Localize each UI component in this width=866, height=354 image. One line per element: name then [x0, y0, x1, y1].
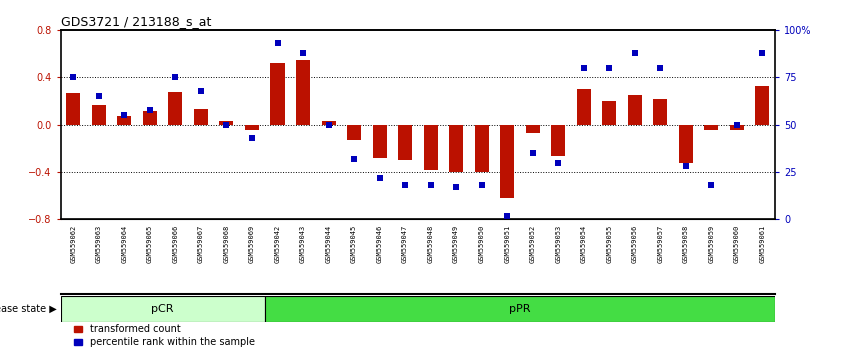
Text: GSM559044: GSM559044: [326, 225, 332, 263]
Bar: [755, 86, 769, 125]
Text: GSM559043: GSM559043: [300, 225, 306, 263]
Text: GSM559069: GSM559069: [249, 225, 255, 263]
Bar: [219, 121, 234, 125]
Text: GSM559056: GSM559056: [631, 225, 637, 263]
Text: GSM559046: GSM559046: [377, 225, 383, 263]
Text: GSM559059: GSM559059: [708, 225, 714, 263]
Text: GSM559051: GSM559051: [504, 225, 510, 263]
Text: GSM559048: GSM559048: [428, 225, 434, 263]
Text: GSM559054: GSM559054: [581, 225, 586, 263]
Bar: [321, 121, 335, 125]
Text: GSM559049: GSM559049: [453, 225, 459, 263]
Bar: [347, 125, 361, 140]
Text: GDS3721 / 213188_s_at: GDS3721 / 213188_s_at: [61, 15, 211, 28]
Bar: [475, 125, 488, 172]
Text: GSM559057: GSM559057: [657, 225, 663, 263]
Text: GSM559062: GSM559062: [70, 225, 76, 263]
Bar: [398, 125, 412, 160]
Bar: [501, 125, 514, 198]
Text: GSM559052: GSM559052: [530, 225, 536, 263]
Text: disease state ▶: disease state ▶: [0, 304, 56, 314]
Text: pPR: pPR: [509, 304, 531, 314]
Bar: [628, 95, 642, 125]
Text: GSM559058: GSM559058: [682, 225, 688, 263]
Bar: [602, 101, 617, 125]
Text: GSM559047: GSM559047: [402, 225, 408, 263]
Legend: transformed count, percentile rank within the sample: transformed count, percentile rank withi…: [74, 325, 255, 347]
Text: GSM559045: GSM559045: [351, 225, 357, 263]
Bar: [679, 125, 693, 162]
Text: pCR: pCR: [152, 304, 174, 314]
Text: GSM559055: GSM559055: [606, 225, 612, 263]
Bar: [143, 110, 157, 125]
Bar: [577, 89, 591, 125]
Bar: [168, 92, 183, 125]
Text: GSM559061: GSM559061: [759, 225, 766, 263]
Text: GSM559068: GSM559068: [223, 225, 229, 263]
Bar: [551, 125, 565, 155]
Bar: [67, 93, 81, 125]
Text: GSM559065: GSM559065: [147, 225, 153, 263]
Text: GSM559067: GSM559067: [198, 225, 204, 263]
Text: GSM559042: GSM559042: [275, 225, 281, 263]
Bar: [118, 116, 132, 125]
Bar: [423, 125, 437, 170]
Text: GSM559063: GSM559063: [96, 225, 102, 263]
Bar: [526, 125, 540, 133]
Text: GSM559060: GSM559060: [734, 225, 740, 263]
Text: GSM559053: GSM559053: [555, 225, 561, 263]
Bar: [296, 60, 310, 125]
Bar: [449, 125, 463, 172]
Bar: [245, 125, 259, 130]
Bar: [92, 105, 106, 125]
Bar: [653, 99, 668, 125]
Text: GSM559066: GSM559066: [172, 225, 178, 263]
Bar: [194, 109, 208, 125]
Bar: [265, 296, 775, 322]
Bar: [61, 296, 265, 322]
Bar: [270, 63, 285, 125]
Bar: [704, 125, 718, 130]
Bar: [372, 125, 386, 158]
Text: GSM559064: GSM559064: [121, 225, 127, 263]
Bar: [730, 125, 744, 130]
Text: GSM559050: GSM559050: [479, 225, 485, 263]
